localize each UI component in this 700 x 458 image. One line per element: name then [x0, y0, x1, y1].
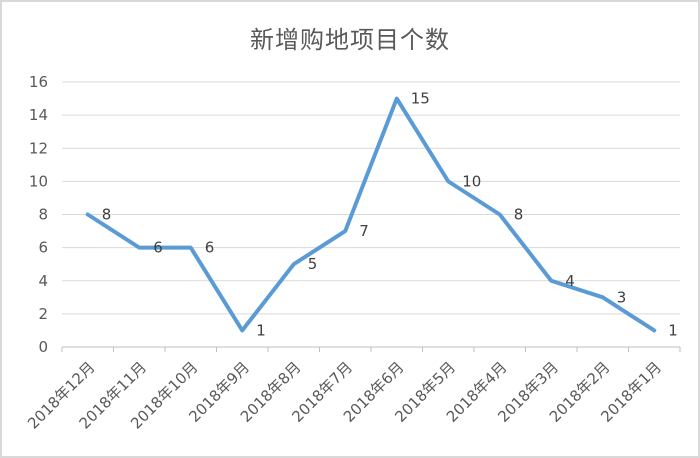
data-series-line: [85, 96, 657, 333]
y-tick-label: 6: [38, 239, 48, 257]
y-tick-label: 8: [38, 206, 48, 224]
data-label: 6: [205, 239, 215, 257]
data-label: 5: [308, 255, 318, 273]
data-label: 10: [462, 172, 481, 190]
data-label: 1: [668, 321, 678, 339]
y-tick-label: 10: [29, 172, 48, 190]
y-tick-label: 14: [29, 106, 48, 124]
chart-title: 新增购地项目个数: [250, 26, 450, 54]
data-label: 7: [359, 222, 369, 240]
data-label: 8: [514, 206, 524, 224]
data-label: 4: [565, 272, 575, 290]
data-label: 6: [153, 239, 163, 257]
y-tick-label: 0: [38, 338, 48, 356]
y-tick-label: 16: [29, 73, 48, 91]
data-label: 8: [102, 206, 112, 224]
y-tick-label: 4: [38, 272, 48, 290]
data-label: 3: [617, 288, 627, 306]
data-label: 1: [256, 321, 266, 339]
y-tick-label: 2: [38, 305, 48, 323]
y-tick-label: 12: [29, 139, 48, 157]
data-label: 15: [411, 90, 430, 108]
